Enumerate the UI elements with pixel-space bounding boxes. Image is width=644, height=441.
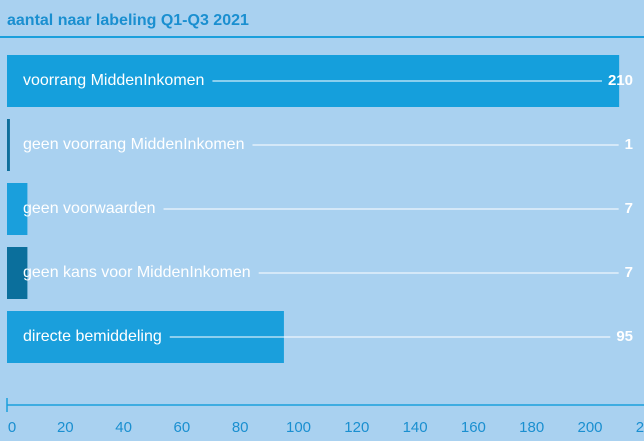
value-label: 7 (625, 264, 633, 281)
bar (7, 247, 28, 299)
bar-label: geen kans voor MiddenInkomen (23, 264, 251, 281)
x-tick-label: 200 (577, 419, 602, 436)
x-tick-label: 120 (344, 419, 369, 436)
value-label: 1 (625, 136, 633, 153)
chart-title: aantal naar labeling Q1-Q3 2021 (7, 12, 249, 29)
x-tick-label: 220 (636, 419, 644, 436)
x-tick-label: 160 (461, 419, 486, 436)
x-tick-label: 80 (232, 419, 249, 436)
value-label: 7 (625, 200, 633, 217)
bar-label: directe bemiddeling (23, 328, 162, 345)
bar-label: geen voorwaarden (23, 200, 156, 217)
bar-label: geen voorrang MiddenInkomen (23, 136, 244, 153)
x-tick-label: 100 (286, 419, 311, 436)
bar (7, 183, 28, 235)
x-tick-label: 20 (57, 419, 74, 436)
x-tick-label: 0 (8, 419, 16, 436)
x-tick-label: 140 (403, 419, 428, 436)
x-tick-label: 180 (519, 419, 544, 436)
value-label: 210 (608, 72, 633, 89)
value-label: 95 (616, 328, 633, 345)
x-tick-label: 60 (174, 419, 191, 436)
bar-label: voorrang MiddenInkomen (23, 72, 204, 89)
x-tick-label: 40 (115, 419, 132, 436)
bar (7, 119, 10, 171)
